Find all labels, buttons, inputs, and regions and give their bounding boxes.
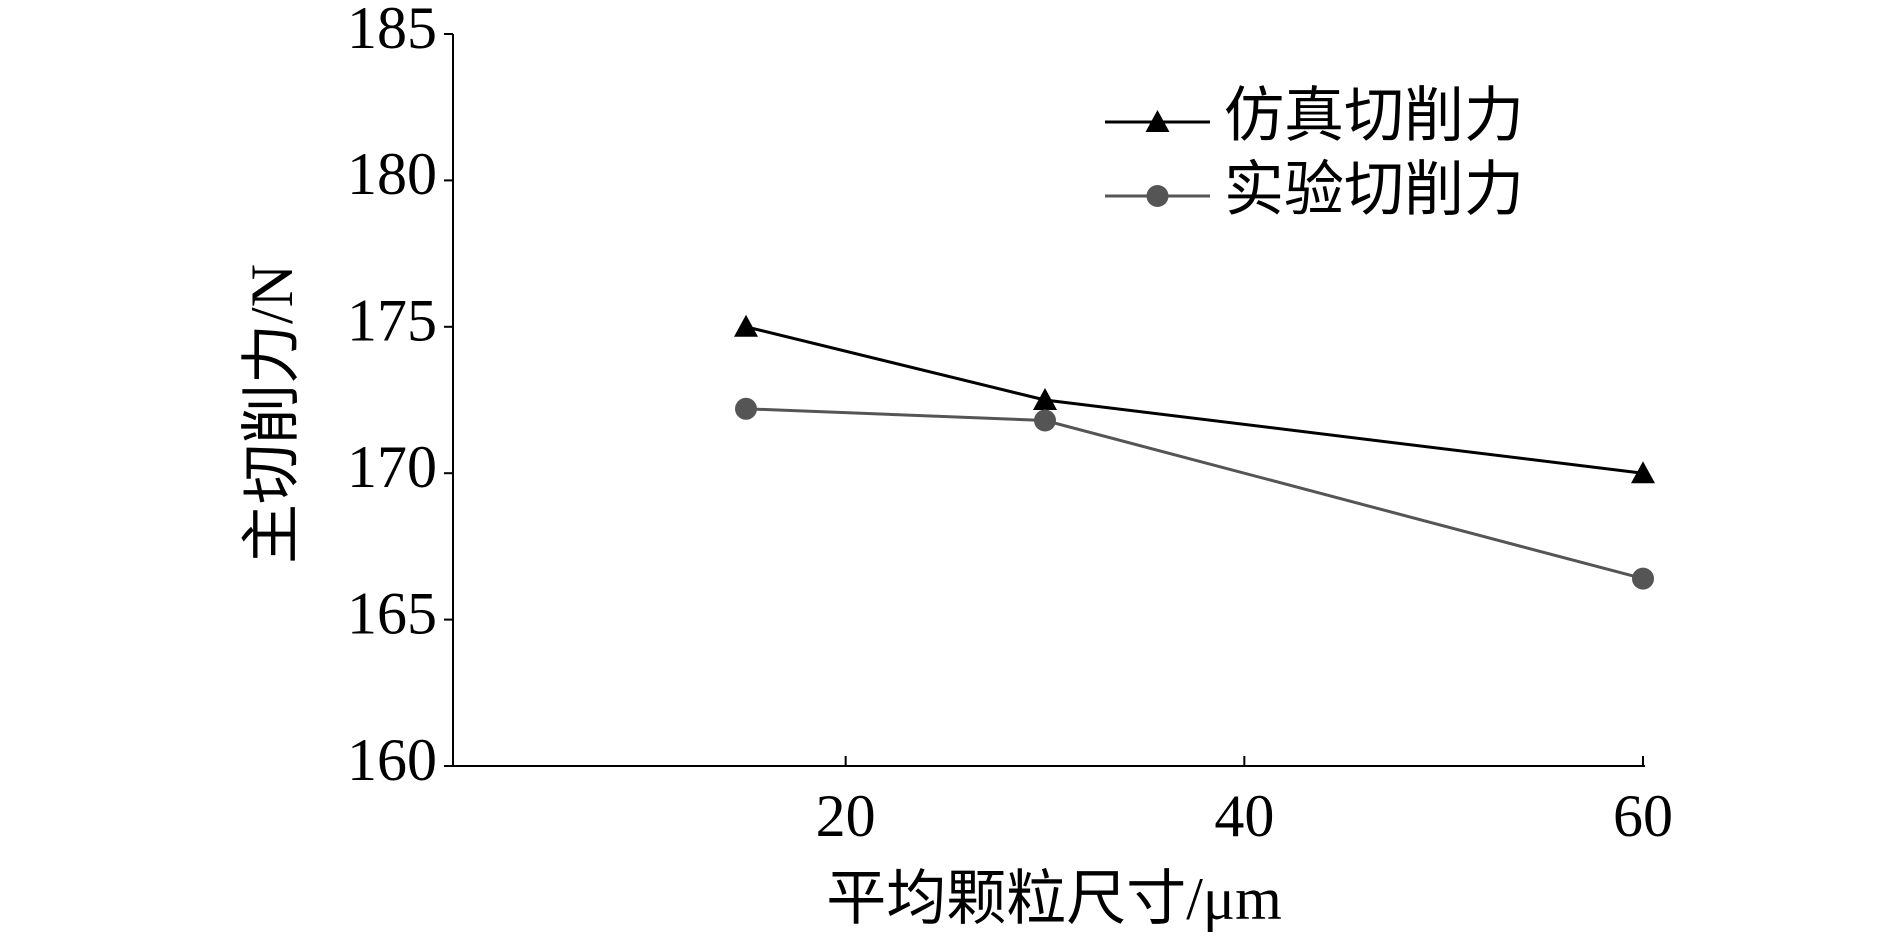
series-line bbox=[745, 325, 1644, 475]
legend-label: 仿真切削力 bbox=[1224, 83, 1524, 149]
data-point bbox=[1632, 567, 1654, 590]
x-tick-label: 40 bbox=[1214, 783, 1274, 849]
y-tick-label: 180 bbox=[347, 141, 437, 207]
y-tick-label: 175 bbox=[347, 288, 437, 354]
y-tick-label: 170 bbox=[347, 434, 437, 500]
legend-marker bbox=[1146, 185, 1169, 207]
data-point bbox=[1033, 388, 1057, 410]
legend-label: 实验切削力 bbox=[1224, 157, 1524, 223]
legend-marker bbox=[1145, 110, 1170, 132]
y-tick-label: 160 bbox=[347, 727, 437, 793]
series-line bbox=[745, 407, 1644, 581]
x-tick-label: 60 bbox=[1613, 783, 1673, 849]
data-point bbox=[1034, 409, 1056, 432]
data-point bbox=[1631, 461, 1655, 484]
y-tick-label: 165 bbox=[347, 580, 437, 646]
data-point bbox=[735, 397, 757, 420]
data-point bbox=[734, 314, 758, 337]
y-tick-label: 185 bbox=[347, 0, 437, 61]
x-axis-label: 平均颗粒尺寸/μm bbox=[826, 866, 1282, 932]
x-tick-label: 20 bbox=[816, 783, 876, 849]
y-axis-label: 主切削力/N bbox=[239, 264, 305, 564]
